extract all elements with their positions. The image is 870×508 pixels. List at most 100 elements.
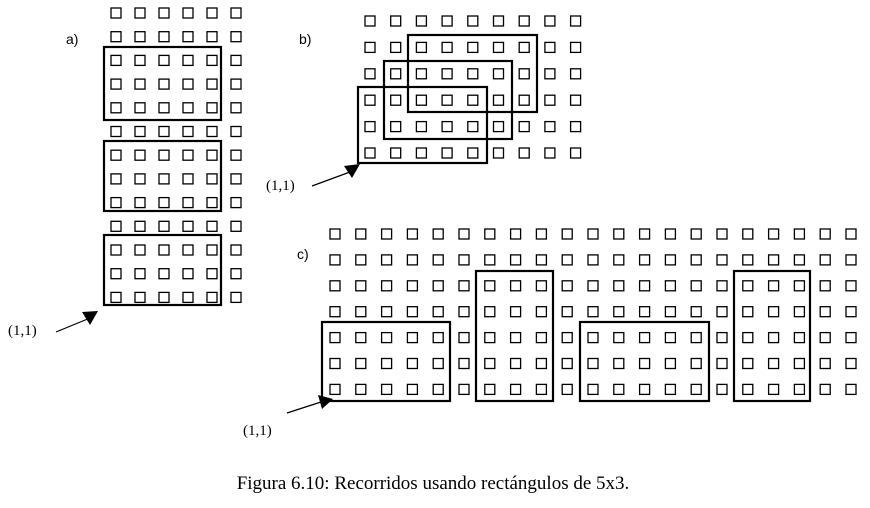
pixel-cell xyxy=(484,306,496,318)
pixel-cell xyxy=(380,228,393,240)
pixel-cell xyxy=(158,291,170,304)
pixel-cell xyxy=(613,280,625,292)
pixel-cell xyxy=(690,357,702,370)
pixel-cell xyxy=(329,331,341,344)
pixel-cell xyxy=(206,149,218,161)
pixel-cell xyxy=(206,196,218,209)
pixel-cell xyxy=(518,94,530,106)
pixel-cell xyxy=(406,228,419,240)
pixel-cell xyxy=(158,244,170,256)
pixel-cell xyxy=(664,228,677,240)
pixel-cell xyxy=(230,220,242,232)
pixel-cell xyxy=(819,280,831,292)
pixel-grid-a xyxy=(110,7,242,304)
pixel-cell xyxy=(134,173,146,185)
pixel-cell xyxy=(432,280,444,292)
panel-a-origin-label: (1,1) xyxy=(8,323,37,339)
pixel-cell xyxy=(742,254,754,266)
pixel-cell xyxy=(134,196,146,209)
pixel-cell xyxy=(767,383,780,396)
pixel-cell xyxy=(390,147,402,159)
pixel-cell xyxy=(467,147,479,159)
pixel-cell xyxy=(690,254,702,266)
panel-b: b) (1,1) xyxy=(266,15,582,194)
pixel-cell xyxy=(716,357,728,370)
pixel-cell xyxy=(110,7,122,19)
pixel-cell xyxy=(432,331,444,344)
pixel-cell xyxy=(767,357,780,370)
pixel-cell xyxy=(793,254,806,266)
pixel-cell xyxy=(158,54,170,67)
pixel-cell xyxy=(569,94,582,106)
pixel-cell xyxy=(819,383,831,396)
pixel-cell xyxy=(355,228,367,240)
pixel-cell xyxy=(664,331,677,344)
pixel-cell xyxy=(355,280,367,292)
pixel-cell xyxy=(182,149,194,161)
pixel-cell xyxy=(364,147,376,159)
pixel-cell xyxy=(819,228,831,240)
pixel-cell xyxy=(492,120,505,133)
pixel-cell xyxy=(390,41,402,54)
pixel-cell xyxy=(690,331,702,344)
pixel-cell xyxy=(845,306,857,318)
pixel-cell xyxy=(638,280,651,292)
pixel-cell xyxy=(535,254,548,266)
pixel-cell xyxy=(561,228,573,240)
pixel-cell xyxy=(230,268,242,280)
pixel-cell xyxy=(664,383,677,396)
pixel-cell xyxy=(613,383,625,396)
pixel-cell xyxy=(158,78,170,90)
pixel-cell xyxy=(390,120,402,133)
pixel-cell xyxy=(406,331,419,344)
pixel-cell xyxy=(587,357,599,370)
pixel-cell xyxy=(230,149,242,161)
pixel-cell xyxy=(492,68,505,80)
pixel-cell xyxy=(716,280,728,292)
pixel-cell xyxy=(110,78,122,90)
panel-a-origin-arrow-line xyxy=(55,317,91,333)
pixel-cell xyxy=(134,102,146,114)
pixel-cell xyxy=(458,228,470,240)
pixel-cell xyxy=(561,357,573,370)
pixel-cell xyxy=(535,331,548,344)
pixel-cell xyxy=(484,357,496,370)
pixel-cell xyxy=(110,54,122,67)
pixel-cell xyxy=(380,357,393,370)
pixel-cell xyxy=(206,54,218,67)
pixel-cell xyxy=(535,383,548,396)
pixel-cell xyxy=(716,254,728,266)
pixel-cell xyxy=(134,54,146,67)
window-frame xyxy=(578,320,711,403)
pixel-cell xyxy=(492,15,505,27)
pixel-cell xyxy=(535,357,548,370)
pixel-cell xyxy=(690,306,702,318)
pixel-cell xyxy=(206,220,218,232)
pixel-cell xyxy=(432,383,444,396)
pixel-cell xyxy=(182,244,194,256)
pixel-cell xyxy=(509,306,522,318)
pixel-cell xyxy=(230,196,242,209)
pixel-cell xyxy=(587,228,599,240)
pixel-cell xyxy=(182,196,194,209)
pixel-cell xyxy=(569,120,582,133)
pixel-cell xyxy=(441,15,453,27)
pixel-cell xyxy=(158,31,170,43)
pixel-cell xyxy=(458,331,470,344)
pixel-cell xyxy=(110,291,122,304)
pixel-cell xyxy=(230,7,242,19)
pixel-cell xyxy=(484,383,496,396)
pixel-cell xyxy=(509,357,522,370)
pixel-cell xyxy=(230,244,242,256)
pixel-cell xyxy=(182,268,194,280)
pixel-cell xyxy=(742,383,754,396)
panel-c-origin-label: (1,1) xyxy=(243,423,272,439)
pixel-cell xyxy=(819,306,831,318)
pixel-cell xyxy=(569,147,582,159)
pixel-cell xyxy=(690,228,702,240)
pixel-cell xyxy=(355,254,367,266)
pixel-cell xyxy=(134,244,146,256)
pixel-cell xyxy=(664,306,677,318)
window-frame xyxy=(732,269,812,403)
pixel-cell xyxy=(390,94,402,106)
